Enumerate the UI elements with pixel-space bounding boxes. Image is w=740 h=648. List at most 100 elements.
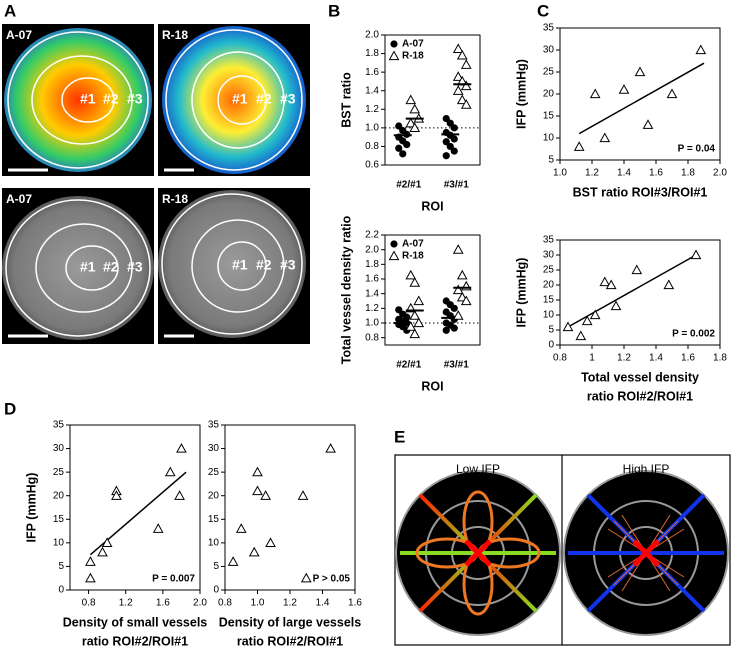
- data-point: [442, 152, 450, 160]
- roi-label: #2: [256, 91, 272, 107]
- data-point: [460, 295, 472, 306]
- data-point: [610, 300, 622, 311]
- data-point: [260, 490, 271, 500]
- regression-line: [567, 254, 697, 328]
- y-tick-label: 25: [543, 265, 555, 276]
- plot-frame: [384, 34, 481, 166]
- panel-label: C: [537, 1, 549, 20]
- data-point: [589, 88, 601, 99]
- y-axis-title: IFP (mmHg): [24, 473, 38, 543]
- y-tick-label: 1.8: [365, 259, 379, 270]
- y-tick-label: 1.8: [365, 48, 379, 59]
- y-axis-title: IFP (mmHg): [514, 258, 528, 328]
- low-ifp-vessels: [400, 490, 556, 616]
- y-tick-label: 35: [53, 420, 65, 431]
- panel-label: D: [4, 399, 16, 418]
- y-tick-label: 1.0: [365, 318, 379, 329]
- data-point: [174, 490, 185, 500]
- data-point: [666, 88, 678, 99]
- image-tumor: [2, 196, 154, 340]
- x-axis-title: Density of small vessels: [63, 615, 208, 629]
- data-point: [176, 443, 187, 453]
- data-point: [97, 546, 108, 557]
- data-point: [409, 122, 421, 132]
- sample-label: R-18: [162, 192, 188, 206]
- plot-frame: [559, 239, 721, 346]
- y-tick-label: 2.0: [365, 30, 379, 41]
- x-tick-label: 1.2: [283, 598, 297, 609]
- data-point: [235, 523, 247, 533]
- data-point: [413, 295, 425, 306]
- x-tick-label: 1.4: [649, 353, 663, 364]
- data-point: [599, 132, 611, 143]
- x-tick-label: 1.6: [348, 598, 362, 609]
- legend-label: R-18: [402, 51, 424, 62]
- plot-frame: [69, 424, 201, 591]
- data-point: [265, 537, 276, 547]
- y-tick-label: 35: [543, 23, 555, 34]
- regression-line: [578, 62, 705, 135]
- x-tick-label: 1.6: [156, 598, 170, 609]
- y-tick-label: 5: [548, 325, 554, 336]
- data-point: [452, 284, 464, 295]
- data-point: [409, 277, 421, 287]
- plot-frame: [559, 27, 721, 161]
- image-tumor: [162, 26, 306, 174]
- roi-label: #2: [103, 259, 119, 275]
- y-tick-label: 15: [208, 514, 220, 525]
- y-axis-title: Total vessel density ratio: [339, 215, 353, 364]
- p-value: P = 0.04: [678, 144, 716, 155]
- y-tick-label: 20: [543, 89, 555, 100]
- roi-contours: [5, 29, 303, 337]
- data-point: [405, 321, 417, 331]
- y-tick-label: 0: [548, 340, 554, 351]
- roi-label: #2: [103, 91, 119, 107]
- x-tick-label: #2/#1: [396, 360, 421, 371]
- data-point: [460, 99, 472, 109]
- roi-label: #3: [127, 259, 143, 275]
- data-point: [562, 321, 574, 332]
- x-axis-title: ROI: [421, 199, 443, 213]
- data-point: [581, 315, 593, 326]
- y-tick-label: 0: [58, 585, 64, 596]
- data-point: [452, 244, 464, 254]
- y-tick-label: 30: [543, 250, 555, 261]
- data-point: [405, 94, 417, 105]
- y-tick-label: 30: [208, 443, 220, 454]
- data-point: [450, 324, 458, 332]
- y-tick-label: 15: [543, 111, 555, 122]
- data-point: [452, 71, 464, 81]
- y-tick-label: 15: [53, 514, 65, 525]
- y-tick-label: 5: [58, 561, 64, 572]
- data-point: [409, 328, 421, 339]
- roi-label: #3: [280, 91, 296, 107]
- data-point: [460, 80, 472, 91]
- data-point: [575, 330, 587, 341]
- data-point: [325, 443, 336, 453]
- y-tick-label: 30: [543, 45, 555, 56]
- data-point: [452, 85, 464, 95]
- y-tick-label: 0.8: [365, 332, 379, 343]
- data-point: [695, 44, 707, 55]
- y-tick-label: 15: [543, 295, 555, 306]
- data-point: [631, 264, 643, 275]
- data-point: [409, 310, 421, 320]
- plot-frame: [224, 424, 356, 591]
- data-point: [248, 546, 260, 557]
- data-point: [297, 490, 309, 500]
- x-tick-label: #2/#1: [396, 180, 421, 191]
- data-point: [663, 279, 675, 290]
- x-tick-label: 0.8: [553, 353, 567, 364]
- y-tick-label: 20: [53, 490, 65, 501]
- y-tick-label: 0.8: [365, 141, 379, 152]
- x-axis-title: Total vessel density: [581, 370, 699, 384]
- data-point: [450, 135, 458, 143]
- y-tick-label: 1.6: [365, 274, 379, 285]
- y-tick-label: 0: [213, 585, 219, 596]
- x-tick-label: #3/#1: [444, 180, 469, 191]
- data-point: [456, 269, 468, 280]
- roi-label: #1: [232, 257, 248, 273]
- p-value: P = 0.007: [152, 574, 195, 585]
- x-tick-label: 1.8: [681, 168, 695, 179]
